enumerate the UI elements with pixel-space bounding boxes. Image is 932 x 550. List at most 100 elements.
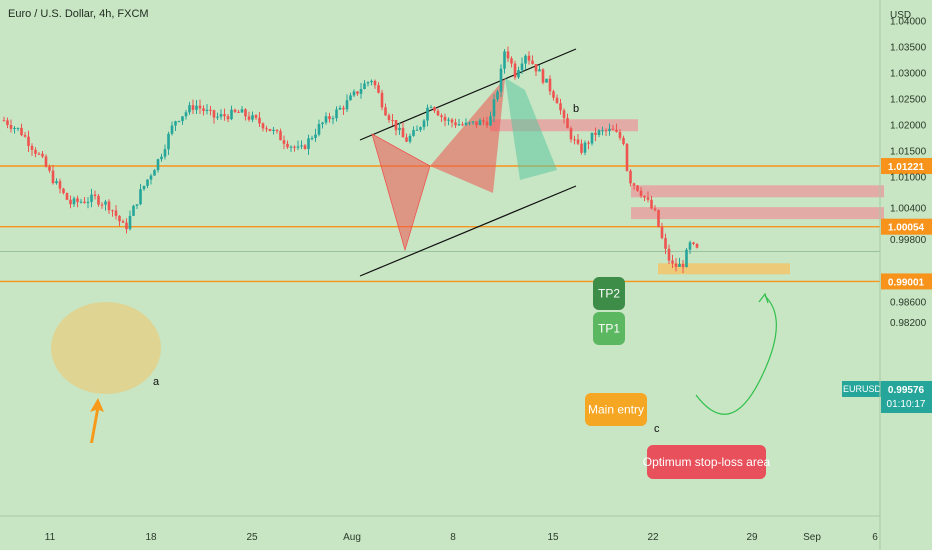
candle-body — [181, 116, 184, 122]
price-level-value: 1.01221 — [888, 162, 925, 173]
candle-body — [146, 179, 149, 186]
candle-body — [153, 170, 156, 176]
candle-body — [205, 109, 209, 112]
candle-body — [650, 199, 653, 209]
candle-body — [30, 145, 34, 150]
candle-body — [342, 107, 345, 110]
candle-body — [191, 105, 195, 110]
swing-low-highlight — [51, 302, 161, 394]
candle-body — [79, 201, 83, 203]
price-level-value: 1.00054 — [888, 223, 925, 234]
candle-body — [286, 143, 289, 148]
candle-body — [415, 129, 419, 131]
candle-body — [443, 116, 447, 121]
candle-body — [125, 222, 128, 230]
candle-body — [366, 82, 370, 84]
candle-body — [118, 215, 121, 222]
candle-body — [590, 132, 594, 144]
candle-body — [643, 195, 646, 198]
candle-body — [170, 125, 174, 134]
point-label-b: b — [573, 103, 579, 115]
candle-body — [149, 175, 153, 180]
candle-body — [461, 124, 464, 126]
tp1-badge-label: TP1 — [598, 322, 620, 336]
candle-body — [496, 91, 499, 100]
tp2-badge-label: TP2 — [598, 287, 620, 301]
candle-body — [44, 156, 48, 167]
candle-body — [345, 100, 349, 110]
candle-body — [639, 190, 643, 196]
candle-body — [174, 121, 177, 126]
candle-body — [275, 129, 279, 132]
x-tick-label: Aug — [343, 532, 361, 543]
candle-body — [559, 103, 562, 111]
point-label-a: a — [153, 376, 160, 388]
candle-body — [520, 63, 524, 71]
candle-body — [657, 210, 660, 227]
chart-title: Euro / U.S. Dollar, 4h, FXCM — [8, 8, 149, 20]
x-axis[interactable]: 11 18 25 Aug 8 15 22 29 Sep 6 — [0, 515, 880, 543]
candle-body — [464, 122, 468, 125]
candle-body — [566, 118, 569, 129]
candle-body — [632, 183, 636, 186]
candle-body — [265, 128, 268, 130]
candle-body — [65, 193, 69, 200]
candle-body — [195, 105, 198, 110]
candle-body — [692, 242, 695, 244]
candle-body — [272, 129, 275, 131]
stop-loss-badge-label: Optimum stop-loss area — [643, 455, 771, 469]
y-tick-label: 1.01000 — [890, 173, 927, 184]
candle-body — [160, 156, 163, 160]
candle-body — [335, 109, 338, 119]
candle-body — [681, 263, 685, 268]
candle-body — [538, 69, 541, 72]
candle-body — [100, 204, 104, 206]
y-tick-label: 0.99800 — [890, 235, 927, 246]
candle-body — [233, 109, 237, 112]
candle-body — [408, 135, 412, 142]
tp2-zone — [631, 185, 884, 198]
candle-body — [569, 128, 573, 140]
candle-body — [695, 243, 699, 248]
candle-body — [398, 127, 401, 131]
candle-body — [142, 185, 146, 190]
candle-body — [279, 131, 282, 141]
candle-body — [363, 83, 366, 90]
candle-body — [300, 145, 303, 147]
candle-body — [111, 210, 114, 212]
candle-body — [62, 188, 65, 194]
candle-body — [20, 127, 23, 136]
tp2-badge-bg — [593, 277, 625, 310]
candle-body — [611, 128, 615, 130]
candle-body — [489, 116, 492, 126]
candle-body — [454, 122, 457, 126]
candle-body — [573, 139, 576, 141]
candle-body — [289, 146, 293, 148]
y-tick-label: 1.00400 — [890, 204, 927, 215]
candle-body — [377, 85, 380, 93]
candle-body — [237, 111, 240, 113]
candle-body — [2, 120, 6, 122]
stop-loss-badge-bg — [647, 445, 766, 479]
up-arrow-icon — [90, 398, 104, 443]
y-tick-label: 1.01500 — [890, 147, 927, 158]
pattern-outline — [371, 133, 431, 252]
x-tick-label: 18 — [145, 532, 157, 543]
candle-body — [541, 69, 545, 83]
y-tick-label: 0.98600 — [890, 297, 927, 308]
current-price-value: 0.99576 — [888, 385, 925, 396]
candle-body — [380, 92, 384, 108]
candle-body — [426, 107, 429, 121]
candle-body — [457, 124, 461, 126]
candle-body — [107, 201, 111, 211]
candle-body — [310, 137, 314, 139]
candle-body — [531, 60, 534, 65]
candle-body — [440, 115, 443, 117]
x-tick-label: 22 — [647, 532, 659, 543]
candle-body — [587, 142, 590, 144]
currency-label: USD — [890, 10, 911, 21]
y-axis[interactable]: 1.04000 1.03500 1.03000 1.02500 1.02000 1.015… — [879, 0, 927, 550]
candle-body — [9, 124, 13, 129]
candle-body — [83, 201, 86, 203]
